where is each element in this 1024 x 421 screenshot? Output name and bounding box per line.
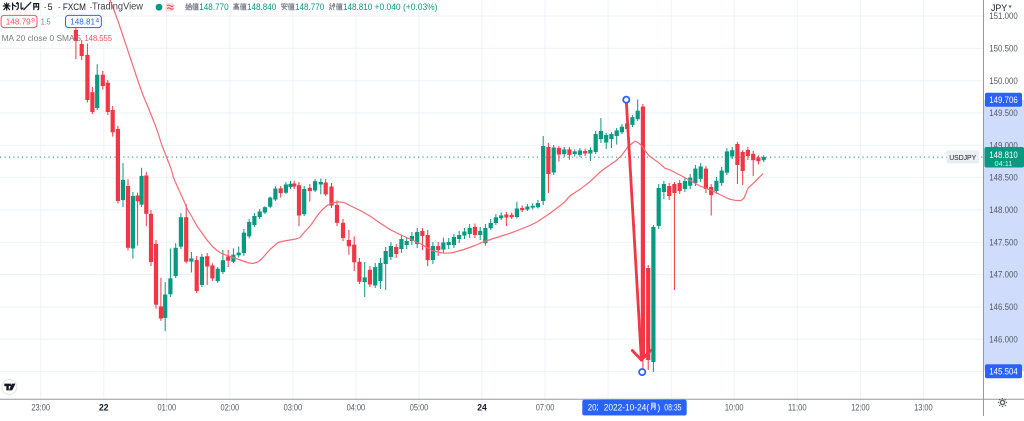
svg-text:04:11: 04:11 (995, 159, 1013, 168)
svg-text:145.504: 145.504 (989, 366, 1017, 376)
svg-text:148.770: 148.770 (295, 2, 324, 12)
svg-text:147.000: 147.000 (989, 270, 1017, 280)
svg-text:1.5: 1.5 (41, 18, 51, 27)
svg-text:22: 22 (99, 403, 109, 413)
svg-text:148.500: 148.500 (989, 173, 1017, 183)
svg-text:148.810: 148.810 (343, 2, 372, 12)
svg-text:147.500: 147.500 (989, 237, 1017, 247)
svg-text:04:00: 04:00 (347, 403, 366, 413)
svg-text:·: · (58, 2, 61, 12)
svg-text:13:00: 13:00 (914, 403, 933, 413)
svg-text:148.770: 148.770 (199, 2, 228, 12)
svg-text:2022-10-24: 2022-10-24 (604, 403, 647, 413)
svg-text:150.000: 150.000 (989, 76, 1017, 86)
svg-text:+0.040 (+0.03%): +0.040 (+0.03%) (375, 2, 438, 12)
svg-text:9: 9 (31, 17, 35, 24)
svg-text:03:00: 03:00 (284, 403, 303, 413)
svg-text:148.555: 148.555 (85, 34, 113, 43)
svg-text:148.79: 148.79 (6, 18, 31, 27)
svg-text:11:00: 11:00 (788, 403, 807, 413)
svg-text:02:00: 02:00 (221, 403, 240, 413)
svg-text:05:00: 05:00 (410, 403, 429, 413)
svg-text:24: 24 (477, 403, 487, 413)
svg-text:149.706: 149.706 (989, 95, 1017, 105)
svg-text:(: ( (646, 403, 649, 413)
svg-text:07:00: 07:00 (536, 403, 555, 413)
svg-text:12:00: 12:00 (851, 403, 870, 413)
svg-text:146.500: 146.500 (989, 302, 1017, 312)
svg-text:10:00: 10:00 (725, 403, 744, 413)
svg-text:151.000: 151.000 (989, 11, 1017, 21)
svg-text:08:35: 08:35 (664, 403, 681, 413)
svg-text:TradingView: TradingView (92, 1, 144, 12)
svg-text:USDJPY: USDJPY (949, 153, 976, 162)
svg-text:MA 20 close 0 SMA 5: MA 20 close 0 SMA 5 (2, 34, 82, 43)
svg-text:4: 4 (96, 17, 100, 24)
svg-text:5: 5 (48, 2, 53, 12)
svg-text:148.81: 148.81 (70, 18, 95, 27)
svg-text:150.500: 150.500 (989, 43, 1017, 53)
svg-text:01:00: 01:00 (158, 403, 177, 413)
svg-text:·: · (44, 2, 47, 12)
svg-text:149.500: 149.500 (989, 108, 1017, 118)
svg-text:FXCM: FXCM (63, 2, 86, 12)
svg-text:146.000: 146.000 (989, 334, 1017, 344)
svg-text:23:00: 23:00 (31, 403, 50, 413)
svg-text:148.000: 148.000 (989, 205, 1017, 215)
svg-text:): ) (657, 403, 660, 413)
svg-text:148.840: 148.840 (247, 2, 276, 12)
